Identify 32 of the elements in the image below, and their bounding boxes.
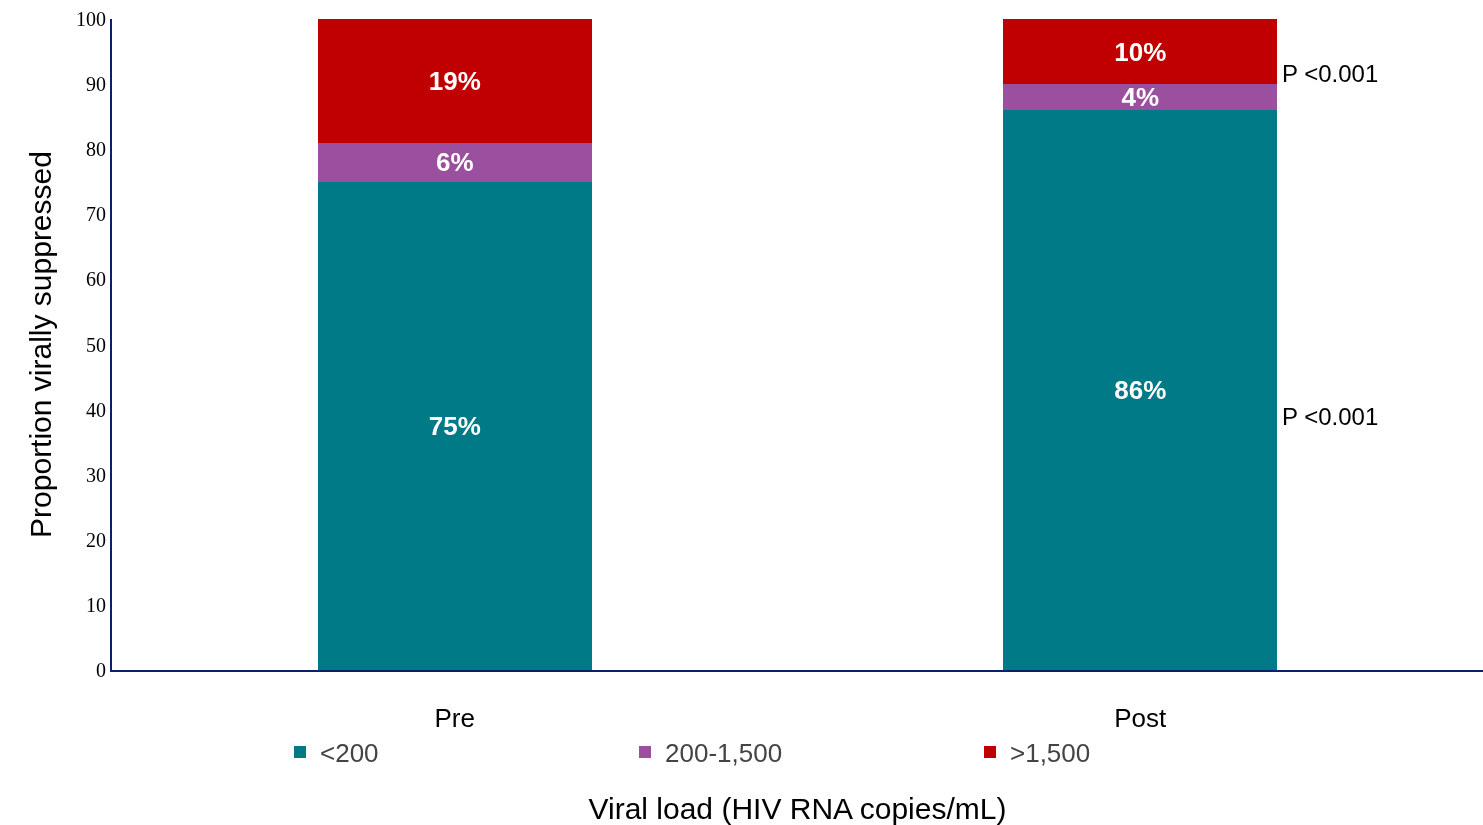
data-label: 86% bbox=[1114, 375, 1167, 406]
data-label: 10% bbox=[1114, 36, 1167, 67]
y-axis-title: Proportion virally suppressed bbox=[23, 151, 57, 538]
y-tick-label: 50 bbox=[86, 333, 106, 356]
legend-label: 200-1,500 bbox=[665, 738, 783, 769]
y-tick-label: 40 bbox=[86, 398, 106, 421]
y-tick-label: 70 bbox=[86, 203, 106, 226]
y-tick-label: 10 bbox=[86, 593, 106, 616]
data-label: 6% bbox=[435, 147, 474, 178]
data-label: 75% bbox=[428, 410, 481, 441]
bar bbox=[1003, 19, 1278, 85]
y-tick-label: 0 bbox=[96, 659, 106, 681]
legend-label: >1,500 bbox=[1010, 738, 1091, 769]
y-tick-label: 100 bbox=[76, 8, 106, 30]
bar bbox=[317, 181, 592, 670]
x-axis-title: Viral load (HIV RNA copies/mL) bbox=[588, 792, 1007, 825]
y-tick-label: 60 bbox=[86, 268, 106, 291]
y-tick-label: 80 bbox=[86, 138, 106, 161]
bar bbox=[1003, 110, 1278, 670]
annotation: P <0.001 bbox=[1282, 403, 1379, 430]
data-label: 19% bbox=[428, 65, 481, 96]
y-tick-label: 30 bbox=[86, 463, 106, 486]
bar bbox=[317, 19, 592, 143]
annotation: P <0.001 bbox=[1282, 60, 1379, 87]
x-tick-label: Pre bbox=[434, 703, 475, 734]
x-tick-label: Post bbox=[1114, 703, 1168, 734]
legend-label: <200 bbox=[320, 738, 379, 769]
data-label: 4% bbox=[1121, 82, 1160, 113]
bar bbox=[1003, 84, 1278, 111]
y-tick-label: 90 bbox=[86, 73, 106, 96]
y-tick-label: 20 bbox=[86, 528, 106, 551]
bar bbox=[317, 142, 592, 182]
